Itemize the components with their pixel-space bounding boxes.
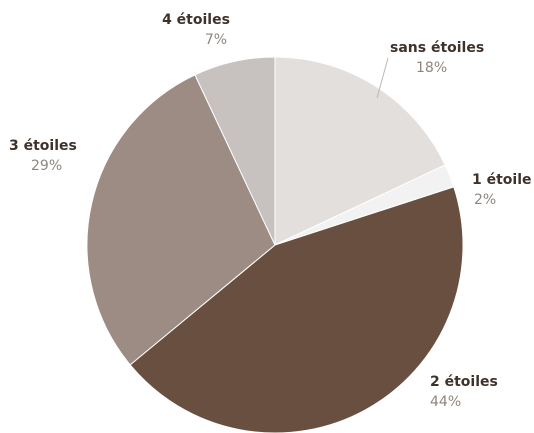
label-name-3-etoiles: 3 étoiles [9, 138, 77, 154]
pie-slices [86, 56, 464, 433]
label-name-1-etoile: 1 étoile [472, 172, 532, 188]
pie-slice-3-etoiles [86, 74, 276, 366]
label-name-2-etoiles: 2 étoiles [430, 374, 498, 390]
label-value-1-etoile: 2% [474, 192, 496, 208]
label-name-sans-etoiles: sans étoiles [390, 40, 484, 56]
label-value-2-etoiles: 44% [430, 394, 461, 410]
label-value-4-etoiles: 7% [205, 32, 227, 48]
pie-slice-sans-etoiles [274, 56, 446, 246]
label-value-sans-etoiles: 18% [416, 60, 447, 76]
pie-slice-4-etoiles [194, 56, 276, 246]
label-name-4-etoiles: 4 étoiles [162, 12, 230, 28]
pie-slice-2-etoiles [129, 186, 464, 433]
label-value-3-etoiles: 29% [31, 158, 62, 174]
leader-line-sans-etoiles [376, 57, 389, 99]
